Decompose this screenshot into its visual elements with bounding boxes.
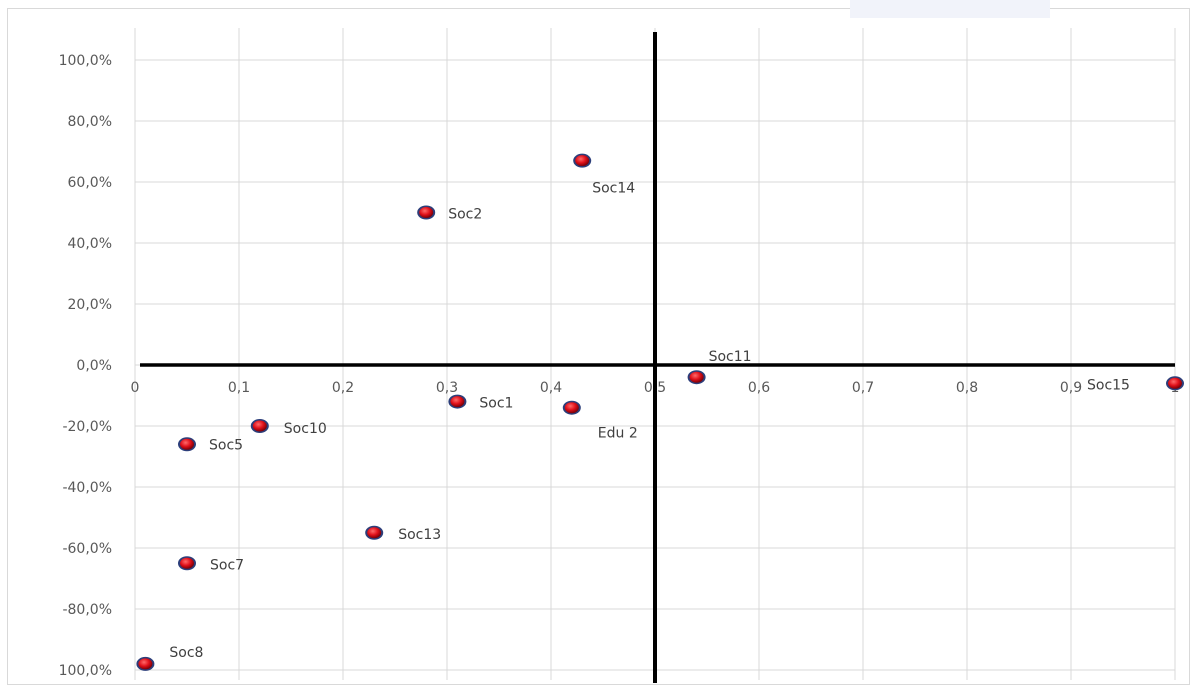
- y-tick-label: -60,0%: [62, 541, 112, 557]
- x-tick-labels: 00,10,20,30,40,50,60,70,80,91: [131, 380, 1180, 396]
- point-label: Edu 2: [598, 426, 638, 442]
- point-marker: [180, 438, 194, 450]
- y-tick-label: 60,0%: [68, 175, 112, 191]
- x-tick-label: 0,2: [332, 380, 354, 396]
- x-tick-label: 0,4: [540, 380, 562, 396]
- x-tick-label: 0,8: [956, 380, 978, 396]
- chart-frame: [7, 8, 1190, 685]
- point-marker: [1168, 377, 1182, 389]
- point-label: Soc15: [1087, 377, 1130, 393]
- point-label: Soc2: [448, 207, 482, 223]
- x-tick-label: 0,7: [852, 380, 874, 396]
- header-decoration: [850, 0, 1050, 18]
- data-point: Edu 2: [562, 400, 638, 442]
- data-points: Soc14 Soc2 Soc11 Soc15 Soc1 Edu 2 Soc10 Soc5 Soc…: [136, 153, 1184, 671]
- quadrant-axes: [140, 32, 1175, 683]
- y-tick-label: -20,0%: [62, 419, 112, 435]
- point-marker: [450, 396, 465, 408]
- data-point: Soc10: [250, 419, 327, 437]
- data-point: Soc15: [1087, 376, 1184, 393]
- point-label: Soc10: [284, 421, 327, 437]
- point-marker: [419, 207, 434, 218]
- point-label: Soc1: [479, 396, 513, 412]
- point-label: Soc5: [209, 437, 243, 453]
- y-tick-label: 80,0%: [68, 114, 112, 130]
- point-label: Soc7: [210, 557, 244, 573]
- vertical-gridlines: [134, 28, 1176, 680]
- x-tick-label: 0,1: [228, 380, 250, 396]
- point-label: Soc14: [592, 181, 635, 197]
- data-point: Soc1: [448, 394, 513, 412]
- point-marker: [564, 402, 579, 414]
- x-tick-label: 0: [131, 380, 140, 396]
- data-point: Soc2: [417, 205, 482, 223]
- y-tick-label: 40,0%: [68, 236, 112, 252]
- data-point: Soc11: [687, 349, 752, 385]
- x-tick-label: 0,3: [436, 380, 458, 396]
- data-point: Soc13: [365, 525, 441, 543]
- y-tick-labels: 100,0% 80,0% 60,0% 40,0% 20,0% 0,0% -20,0% -40,…: [59, 53, 112, 679]
- data-point: Soc14: [573, 153, 635, 197]
- data-point: Soc5: [178, 437, 243, 453]
- point-marker: [180, 557, 194, 569]
- point-marker: [138, 658, 153, 670]
- x-tick-label: 0,6: [748, 380, 770, 396]
- y-tick-label: 0,0%: [76, 358, 112, 374]
- point-label: Soc13: [398, 527, 441, 543]
- y-tick-label: -80,0%: [62, 602, 112, 618]
- point-marker: [575, 155, 590, 167]
- point-label: Soc8: [169, 645, 203, 661]
- point-marker: [252, 420, 267, 432]
- x-tick-label: 0,9: [1060, 380, 1082, 396]
- y-tick-label: 20,0%: [68, 297, 112, 313]
- point-marker: [689, 371, 704, 383]
- point-marker: [367, 527, 382, 539]
- y-tick-label: 100,0%: [59, 663, 112, 679]
- y-tick-label: 100,0%: [59, 53, 112, 69]
- point-label: Soc11: [709, 349, 752, 365]
- data-point: Soc8: [136, 645, 203, 671]
- y-tick-label: -40,0%: [62, 480, 112, 496]
- data-point: Soc7: [178, 556, 244, 573]
